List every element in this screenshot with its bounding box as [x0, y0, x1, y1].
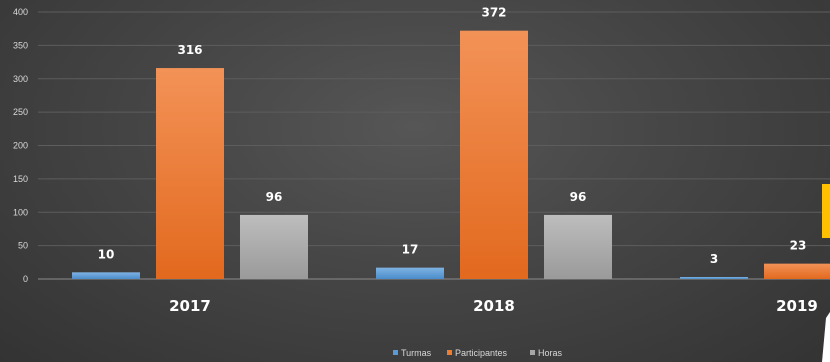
y-tick-label: 250 [13, 107, 28, 117]
data-label: 17 [402, 243, 419, 257]
bars [72, 30, 830, 279]
data-label: 96 [266, 190, 283, 204]
y-tick-label: 0 [23, 274, 28, 284]
data-label: 23 [790, 239, 807, 253]
bar-horas-2017 [240, 214, 308, 279]
bar-horas-2018 [544, 214, 612, 279]
data-label: 316 [177, 43, 202, 57]
y-tick-label: 50 [18, 241, 28, 251]
bar-participantes-2017 [156, 68, 224, 279]
x-category-label: 2017 [169, 297, 211, 315]
data-label: 372 [481, 6, 506, 20]
legend-label: Participantes [455, 348, 508, 358]
legend-label: Horas [538, 348, 563, 358]
legend-item-participantes: Participantes [447, 348, 508, 358]
y-tick-label: 200 [13, 141, 28, 151]
legend-label: Turmas [401, 348, 432, 358]
data-label: 3 [710, 252, 718, 266]
bar-participantes-2019 [764, 263, 830, 279]
x-category-label: 2019 [776, 297, 818, 315]
y-tick-label: 400 [13, 7, 28, 17]
x-axis: 2017 2018 2019 [169, 297, 818, 315]
legend-item-turmas: Turmas [393, 348, 432, 358]
y-tick-label: 150 [13, 174, 28, 184]
decorative-yellow-block [822, 184, 830, 238]
y-tick-label: 350 [13, 40, 28, 50]
legend-item-horas: Horas [530, 348, 563, 358]
legend: Turmas Participantes Horas [393, 348, 563, 358]
y-tick-label: 300 [13, 74, 28, 84]
legend-swatch [530, 350, 535, 355]
legend-swatch [393, 350, 398, 355]
bar-participantes-2018 [460, 30, 528, 279]
data-labels: 10 316 96 17 372 96 3 23 [98, 6, 807, 266]
legend-swatch [447, 350, 452, 355]
decorative-white-stroke [822, 312, 830, 362]
data-label: 96 [570, 190, 587, 204]
y-axis: 0 50 100 150 200 250 300 350 400 [13, 7, 28, 284]
bar-turmas-2018 [376, 267, 444, 279]
bar-turmas-2017 [72, 272, 140, 279]
y-tick-label: 100 [13, 207, 28, 217]
bar-turmas-2019 [680, 276, 748, 279]
x-category-label: 2018 [473, 297, 515, 315]
data-label: 10 [98, 247, 115, 261]
